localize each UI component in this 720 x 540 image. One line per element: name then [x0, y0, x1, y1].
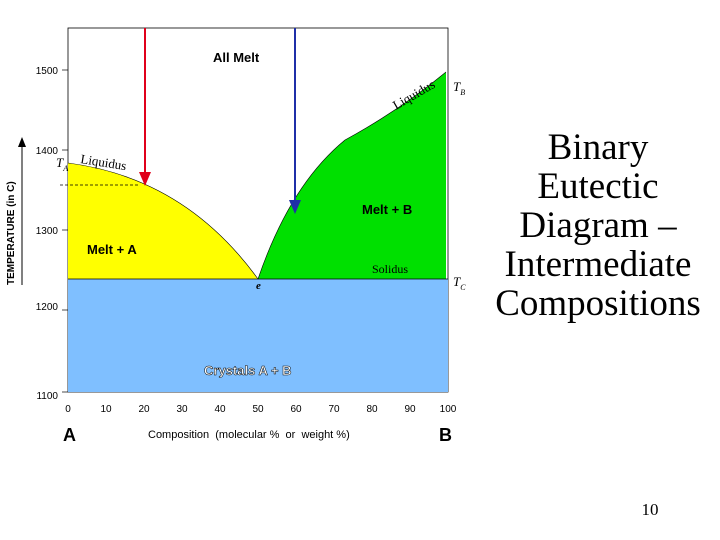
x-tick-label: 100: [440, 404, 457, 415]
slide-title-line: Eutectic: [537, 166, 659, 207]
red-arrow-head: [139, 172, 151, 186]
x-axis-label: Composition (molecular % or weight %): [148, 429, 350, 441]
x-tick-label: 50: [252, 404, 264, 415]
y-tick-label: 1300: [36, 226, 59, 237]
end-label-a: A: [63, 425, 76, 445]
slide-title-line: Compositions: [495, 283, 701, 324]
blue-arrow-head: [289, 200, 301, 214]
x-tick-label: 10: [100, 404, 112, 415]
melt-b-label: Melt + B: [362, 202, 412, 217]
y-tick-marks: [62, 69, 68, 393]
tb-marker: TB: [453, 79, 465, 97]
x-tick-label: 0: [65, 404, 71, 415]
x-tick-label: 70: [328, 404, 340, 415]
y-tick-label: 1100: [36, 391, 58, 402]
melt-b-region: [258, 72, 446, 279]
end-label-b: B: [439, 425, 452, 445]
eutectic-phase-diagram: 1500 1400 1300 1200 1100 TEMPERATURE (in…: [6, 27, 466, 445]
x-tick-label: 80: [366, 404, 378, 415]
tc-marker: TC: [453, 274, 466, 292]
slide-title-line: Intermediate: [504, 244, 692, 285]
liquidus-left-curve: [67, 162, 259, 280]
x-tick-label: 60: [290, 404, 302, 415]
y-axis-arrow-head: [18, 137, 26, 147]
y-tick-label: 1500: [36, 66, 59, 77]
y-axis-label: TEMPERATURE (in C): [6, 181, 17, 285]
y-tick-label: 1400: [36, 146, 59, 157]
melt-a-label: Melt + A: [87, 242, 137, 257]
slide-title-line: Diagram –: [519, 205, 677, 246]
slide-title-line: Binary: [547, 127, 649, 168]
all-melt-label: All Melt: [213, 50, 260, 65]
crystals-label: Crystals A + B: [204, 363, 292, 378]
slide-title: Binary Eutectic Diagram – Intermediate C…: [478, 128, 718, 323]
melt-a-region: [68, 163, 258, 279]
solidus-label: Solidus: [372, 262, 408, 276]
liquidus-left-label: Liquidus: [80, 151, 128, 173]
x-tick-label: 20: [138, 404, 150, 415]
ta-marker: TA: [56, 155, 68, 173]
crystals-region: [68, 279, 448, 392]
liquidus-right-curve: [257, 71, 447, 280]
x-tick-label: 40: [214, 404, 226, 415]
page-number: 10: [641, 500, 659, 519]
eutectic-point-label: e: [256, 280, 261, 292]
y-tick-label: 1200: [36, 302, 59, 313]
x-tick-label: 30: [176, 404, 188, 415]
x-tick-label: 90: [404, 404, 416, 415]
